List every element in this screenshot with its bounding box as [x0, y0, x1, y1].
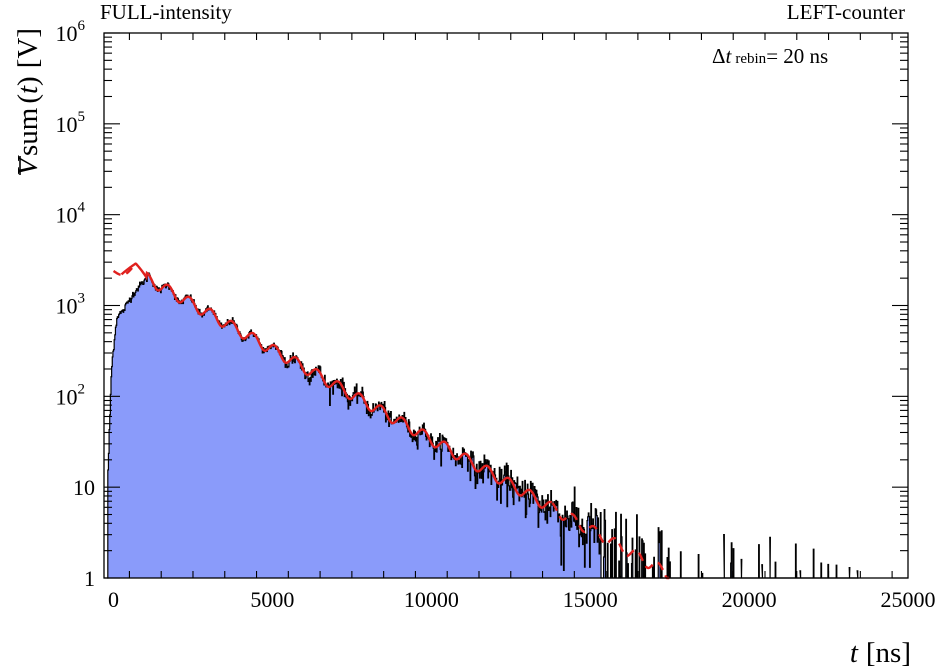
x-tick-label: 10000 — [404, 587, 459, 612]
fit-curve-dashed — [551, 502, 670, 580]
y-tick-label: 10 — [73, 475, 95, 500]
x-tick-label: 20000 — [722, 587, 777, 612]
detector-label: LEFT-counter — [786, 0, 905, 24]
histogram-fill — [107, 273, 859, 578]
fit-curve-solid — [120, 262, 553, 509]
histogram-area — [107, 273, 859, 578]
x-tick-label: 0 — [108, 587, 119, 612]
fit-curve — [112, 262, 670, 580]
y-tick-label: 102 — [56, 381, 86, 409]
y-tick-label: 104 — [56, 200, 86, 228]
y-tick-label: 103 — [56, 291, 86, 319]
x-tick-label: 25000 — [881, 587, 936, 612]
x-axis-title: t [ns] — [850, 637, 911, 668]
y-tick-label: 106 — [56, 18, 86, 46]
x-tick-label: 15000 — [563, 587, 618, 612]
x-axis-ticks: 0 5000 10000 15000 20000 25000 — [108, 33, 936, 612]
x-tick-label: 5000 — [250, 587, 294, 612]
fit-curve-extrapolation — [112, 262, 137, 277]
rebin-annotation: Δt rebin= 20 ns — [712, 44, 828, 68]
y-axis-ticks: 1 10 102 103 104 105 106 — [56, 18, 908, 591]
y-tick-label: 1 — [84, 566, 95, 591]
y-axis-title: Vsum(t)[V] — [12, 28, 44, 176]
sample-label: FULL-intensity — [100, 0, 232, 24]
y-tick-label: 105 — [56, 109, 86, 137]
